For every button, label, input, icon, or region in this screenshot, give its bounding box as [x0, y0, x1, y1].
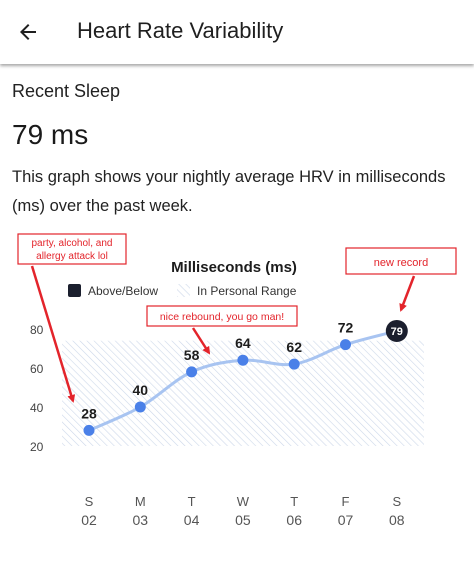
- arrow-left-icon: [20, 24, 36, 40]
- x-tick-weekday: F: [342, 494, 350, 509]
- annotation-box: [345, 247, 457, 275]
- hrv-value: 79 ms: [12, 119, 89, 150]
- annotation-arrow: [399, 275, 416, 312]
- x-tick-date: 08: [389, 512, 405, 528]
- x-tick-date: 03: [133, 512, 149, 528]
- data-label: 79: [391, 326, 403, 338]
- legend-label-above-below: Above/Below: [88, 284, 158, 298]
- x-tick-weekday: T: [290, 494, 298, 509]
- app-bar: Heart Rate Variability: [0, 0, 474, 64]
- y-tick-label: 40: [30, 401, 44, 415]
- x-tick-date: 06: [286, 512, 302, 528]
- annotation-arrow: [191, 327, 211, 355]
- x-tick-weekday: S: [392, 494, 401, 509]
- annotation-box: [17, 233, 127, 265]
- data-point: [288, 358, 300, 370]
- x-tick-weekday: W: [237, 494, 250, 509]
- annotation-text: new record: [374, 257, 428, 269]
- x-tick-date: 02: [81, 512, 97, 528]
- legend-swatch-hatched: [177, 284, 190, 297]
- data-points: 28 40 58 64 62 72 79: [81, 320, 408, 436]
- x-tick-weekday: M: [135, 494, 146, 509]
- data-label: 40: [133, 382, 149, 398]
- data-point-highlight: [385, 319, 408, 342]
- data-label: 62: [286, 339, 302, 355]
- y-tick-label: 20: [30, 440, 44, 454]
- annotation-text: party, alcohol, and: [32, 238, 113, 249]
- data-point: [134, 401, 146, 413]
- annotation-box: [146, 305, 298, 327]
- data-point: [237, 354, 249, 366]
- data-point: [83, 424, 95, 436]
- chart-title: Milliseconds (ms): [171, 259, 297, 276]
- data-point: [340, 339, 351, 351]
- x-tick-date: 05: [235, 512, 251, 528]
- annotation-text: nice rebound, you go man!: [160, 311, 284, 323]
- data-label: 64: [235, 335, 251, 351]
- y-axis: 80 60 40 20: [30, 323, 44, 454]
- chart-description: This graph shows your nightly average HR…: [12, 168, 446, 215]
- legend-label-personal-range: In Personal Range: [197, 284, 297, 298]
- y-tick-label: 60: [30, 362, 44, 376]
- x-tick-weekday: S: [85, 494, 94, 509]
- page-title: Heart Rate Variability: [77, 18, 284, 43]
- annotation-text: allergy attack lol: [36, 251, 108, 262]
- data-label: 58: [184, 347, 200, 363]
- legend: Above/Below In Personal Range: [68, 284, 297, 298]
- data-label: 72: [338, 320, 354, 336]
- data-point: [186, 366, 198, 378]
- hrv-chart: Milliseconds (ms) Above/Below In Persona…: [17, 233, 457, 528]
- annotations: party, alcohol, and allergy attack lol nic…: [17, 233, 457, 403]
- x-axis: S 02 M 03 T 04 W 05 T 06 F 07 S 08: [81, 494, 405, 528]
- x-tick-date: 04: [184, 512, 200, 528]
- annotation-arrow: [30, 265, 76, 403]
- legend-swatch-solid: [68, 284, 81, 297]
- section-title: Recent Sleep: [12, 81, 121, 101]
- back-button[interactable]: [8, 12, 48, 52]
- x-tick-weekday: T: [188, 494, 196, 509]
- x-tick-date: 07: [338, 512, 354, 528]
- data-label: 28: [81, 405, 97, 421]
- y-tick-label: 80: [30, 323, 44, 337]
